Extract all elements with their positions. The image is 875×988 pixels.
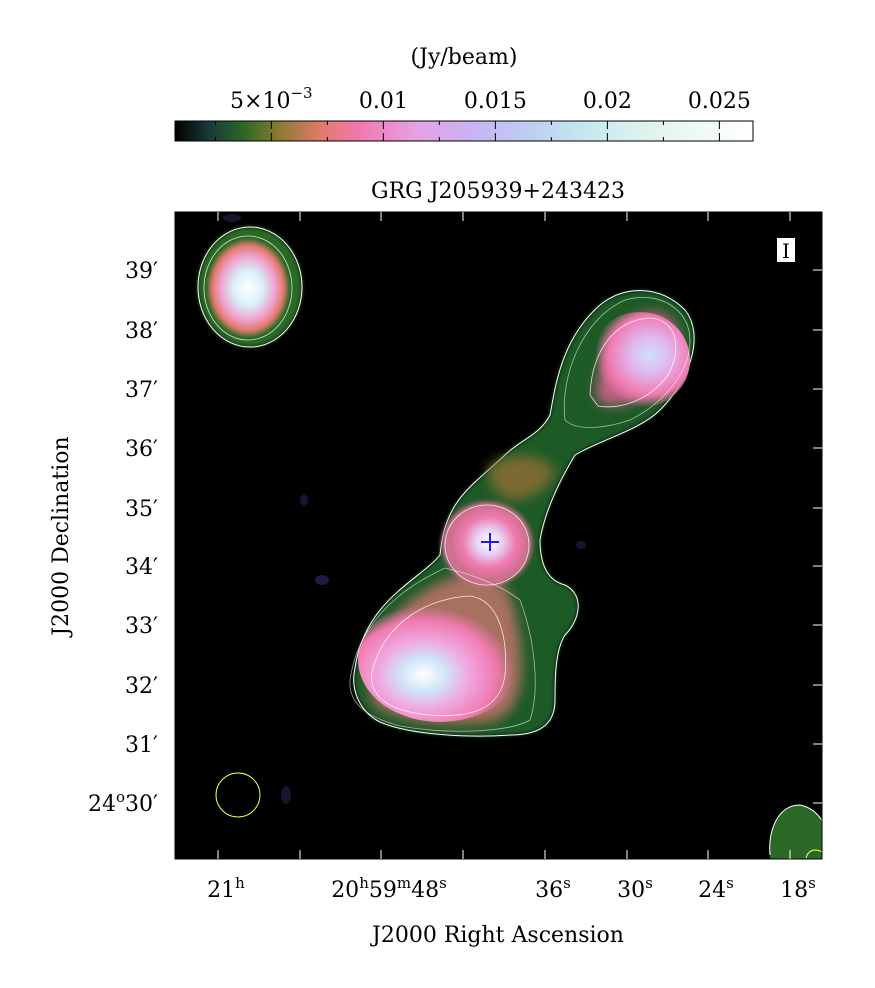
dec-tick-label: 24o30′ <box>88 788 158 817</box>
colorbar-unit-label: (Jy/beam) <box>411 45 518 70</box>
colorbar-tick-label: 0.02 <box>583 89 632 114</box>
dec-tick-label: 32′ <box>125 674 158 699</box>
colorbar <box>174 120 754 142</box>
colorbar-tick-label: 0.025 <box>688 89 751 114</box>
colorbar-tick-label: 5×10−3 <box>230 84 313 114</box>
beam-ellipse <box>215 772 261 818</box>
colorbar-tick-marks <box>214 121 720 141</box>
giant-radio-galaxy <box>349 290 695 737</box>
ra-tick-labels: 21h 20h59m48s 36s 30s 24s 18s <box>207 874 816 903</box>
image-title: GRG J205939+243423 <box>371 179 625 204</box>
ra-tick-label: 21h <box>207 874 245 903</box>
axis-tick-marks <box>175 212 822 859</box>
stokes-label: I <box>782 239 790 263</box>
ra-tick-label: 30s <box>617 874 653 903</box>
dec-tick-labels: 39′ 38′ 37′ 36′ 35′ 34′ 33′ 32′ 31′ 24o30′ <box>88 259 158 817</box>
colorbar-tick-label: 0.01 <box>359 89 408 114</box>
ra-tick-label: 18s <box>780 874 816 903</box>
dec-tick-label: 34′ <box>125 555 158 580</box>
dec-tick-label: 38′ <box>125 319 158 344</box>
compact-source-northeast <box>197 226 303 348</box>
plot-frame <box>174 211 823 860</box>
stokes-label-box <box>777 238 795 262</box>
dec-tick-label: 37′ <box>125 378 158 403</box>
dec-tick-label: 39′ <box>125 259 158 284</box>
dec-tick-label: 31′ <box>125 733 158 758</box>
x-axis-label: J2000 Right Ascension <box>370 923 624 948</box>
core-position-marker <box>481 533 499 551</box>
radio-emission <box>197 214 822 859</box>
colorbar-tick-labels: 5×10−3 0.01 0.015 0.02 0.025 <box>230 84 751 114</box>
ra-tick-label: 24s <box>698 874 734 903</box>
dec-tick-label: 36′ <box>125 437 158 462</box>
dec-tick-label: 33′ <box>125 614 158 639</box>
ra-tick-label: 36s <box>535 874 571 903</box>
edge-source-southwest <box>769 804 822 859</box>
dec-tick-label: 35′ <box>125 497 158 522</box>
colorbar-tick-label: 0.015 <box>464 89 527 114</box>
ra-tick-label: 20h59m48s <box>331 874 447 903</box>
y-axis-label: J2000 Declination <box>49 436 74 637</box>
